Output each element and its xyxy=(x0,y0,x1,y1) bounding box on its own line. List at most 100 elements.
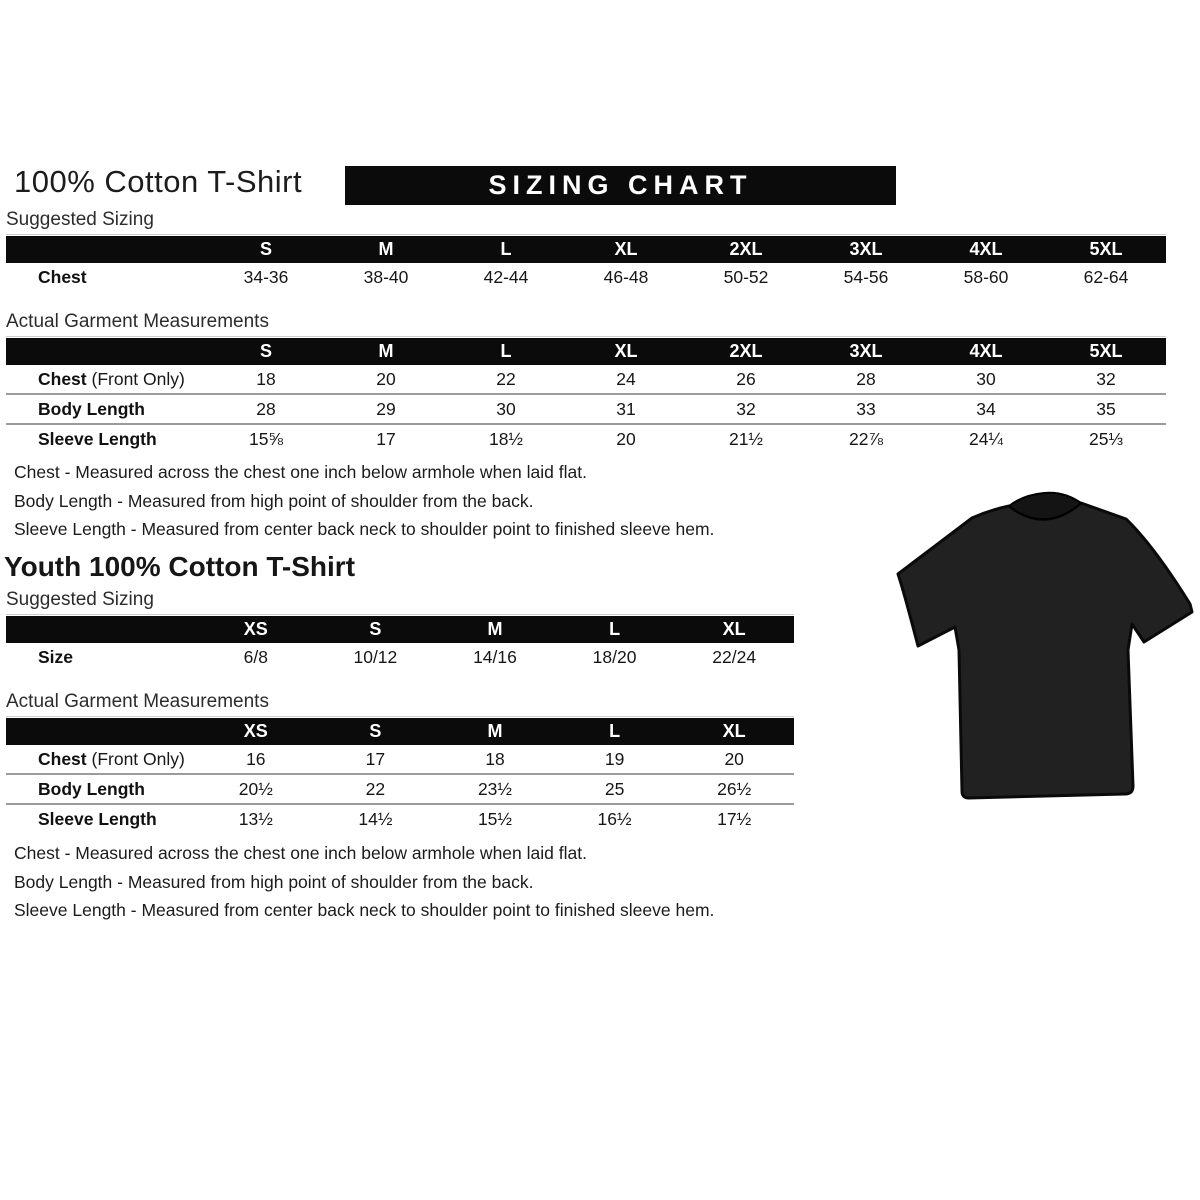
measurement-cell: 15½ xyxy=(435,803,555,833)
youth-actual-measurements-table: XS S M L XL Chest (Front Only) 16 17 18 19 20 Body … xyxy=(6,718,794,833)
row-label: Body Length xyxy=(6,393,206,424)
youth-actual-measurements-heading: Actual Garment Measurements xyxy=(6,691,794,717)
measurement-cell: 18½ xyxy=(446,423,566,453)
row-label-header xyxy=(6,236,206,263)
size-column-header: M xyxy=(435,718,555,745)
row-label: Chest (Front Only) xyxy=(6,745,196,774)
measurement-cell: 30 xyxy=(926,365,1046,394)
adult-actual-measurements-heading: Actual Garment Measurements xyxy=(6,311,1166,337)
measurement-cell: 28 xyxy=(806,365,926,394)
table-row: Body Length 20½ 22 23½ 25 26½ xyxy=(6,773,794,804)
measurement-cell: 33 xyxy=(806,393,926,424)
measurement-cell: 14½ xyxy=(315,803,436,833)
size-column-header: 2XL xyxy=(686,338,806,365)
measurement-cell: 29 xyxy=(326,393,446,424)
size-column-header: 2XL xyxy=(686,236,806,263)
table-row: Chest (Front Only) 18 20 22 24 26 28 30 32 xyxy=(6,365,1166,394)
adult-actual-measurements-table: S M L XL 2XL 3XL 4XL 5XL Chest (Front Only) 18 20 2… xyxy=(6,338,1166,453)
size-column-header: 5XL xyxy=(1046,236,1166,263)
size-column-header: XL xyxy=(674,718,794,745)
table-row: Chest (Front Only) 16 17 18 19 20 xyxy=(6,745,794,774)
adult-suggested-sizing-table: S M L XL 2XL 3XL 4XL 5XL Chest 34-36 38-40 42-44 46-… xyxy=(6,236,1166,291)
size-column-header: L xyxy=(554,616,675,643)
measurement-cell: 22⅞ xyxy=(806,423,926,453)
measurement-cell: 18/20 xyxy=(554,643,675,671)
size-column-header: XS xyxy=(196,718,316,745)
row-label: Chest (Front Only) xyxy=(6,365,206,394)
measurement-cell: 16½ xyxy=(554,803,675,833)
note-sleeve-length: Sleeve Length - Measured from center bac… xyxy=(14,900,715,920)
measurement-cell: 17 xyxy=(315,745,436,774)
measurement-cell: 31 xyxy=(566,393,686,424)
note-chest: Chest - Measured across the chest one in… xyxy=(14,462,587,482)
measurement-cell: 28 xyxy=(206,393,326,424)
row-label: Body Length xyxy=(6,773,196,804)
table-row: Body Length 28 29 30 31 32 33 34 35 xyxy=(6,393,1166,424)
size-column-header: 4XL xyxy=(926,338,1046,365)
tshirt-body-shape xyxy=(896,501,1194,800)
measurement-cell: 25⅓ xyxy=(1046,423,1166,453)
size-column-header: 4XL xyxy=(926,236,1046,263)
measurement-cell: 20½ xyxy=(196,773,316,804)
youth-section-title: Youth 100% Cotton T-Shirt xyxy=(4,551,356,582)
note-sleeve-length: Sleeve Length - Measured from center bac… xyxy=(14,519,715,539)
measurement-cell: 14/16 xyxy=(435,643,555,671)
measurement-cell: 42-44 xyxy=(446,263,566,291)
measurement-cell: 34-36 xyxy=(206,263,326,291)
measurement-cell: 38-40 xyxy=(326,263,446,291)
measurement-cell: 18 xyxy=(435,745,555,774)
note-chest: Chest - Measured across the chest one in… xyxy=(14,843,587,863)
row-label-header xyxy=(6,338,206,365)
measurement-cell: 13½ xyxy=(196,803,316,833)
measurement-cell: 17 xyxy=(326,423,446,453)
measurement-cell: 34 xyxy=(926,393,1046,424)
size-column-header: M xyxy=(326,236,446,263)
measurement-cell: 21½ xyxy=(686,423,806,453)
size-column-header: XS xyxy=(196,616,316,643)
measurement-cell: 26½ xyxy=(674,773,794,804)
measurement-cell: 18 xyxy=(206,365,326,394)
measurement-cell: 58-60 xyxy=(926,263,1046,291)
measurement-cell: 20 xyxy=(674,745,794,774)
measurement-cell: 17½ xyxy=(674,803,794,833)
measurement-cell: 46-48 xyxy=(566,263,686,291)
size-column-header: S xyxy=(315,718,436,745)
measurement-cell: 35 xyxy=(1046,393,1166,424)
measurement-cell: 22 xyxy=(315,773,436,804)
size-column-header: S xyxy=(206,338,326,365)
measurement-cell: 22/24 xyxy=(674,643,794,671)
row-label: Size xyxy=(6,643,196,671)
measurement-cell: 30 xyxy=(446,393,566,424)
measurement-cell: 24¼ xyxy=(926,423,1046,453)
page-title: 100% Cotton T-Shirt xyxy=(14,164,303,199)
size-column-header: XL xyxy=(674,616,794,643)
size-column-header: S xyxy=(315,616,436,643)
note-body-length: Body Length - Measured from high point o… xyxy=(14,871,534,892)
measurement-cell: 16 xyxy=(196,745,316,774)
size-column-header: 5XL xyxy=(1046,338,1166,365)
size-column-header: M xyxy=(326,338,446,365)
tshirt-collar-shape xyxy=(1007,491,1083,521)
measurement-cell: 32 xyxy=(1046,365,1166,394)
size-column-header: XL xyxy=(566,338,686,365)
table-row: Size 6/8 10/12 14/16 18/20 22/24 xyxy=(6,643,794,671)
table-row: Chest 34-36 38-40 42-44 46-48 50-52 54-56 58-60… xyxy=(6,263,1166,291)
size-column-header: S xyxy=(206,236,326,263)
youth-suggested-sizing-table: XS S M L XL Size 6/8 10/12 14/16 18/20 22/24 xyxy=(6,616,794,671)
adult-suggested-sizing-heading: Suggested Sizing xyxy=(6,209,1166,235)
measurement-cell: 20 xyxy=(566,423,686,453)
measurement-cell: 20 xyxy=(326,365,446,394)
measurement-cell: 32 xyxy=(686,393,806,424)
measurement-cell: 10/12 xyxy=(315,643,436,671)
size-column-header: XL xyxy=(566,236,686,263)
measurement-cell: 23½ xyxy=(435,773,555,804)
measurement-cell: 50-52 xyxy=(686,263,806,291)
size-column-header: M xyxy=(435,616,555,643)
measurement-cell: 26 xyxy=(686,365,806,394)
size-column-header: L xyxy=(446,338,566,365)
row-label-header xyxy=(6,718,196,745)
row-label: Sleeve Length xyxy=(6,423,206,453)
size-column-header: 3XL xyxy=(806,338,926,365)
row-label: Sleeve Length xyxy=(6,803,196,833)
